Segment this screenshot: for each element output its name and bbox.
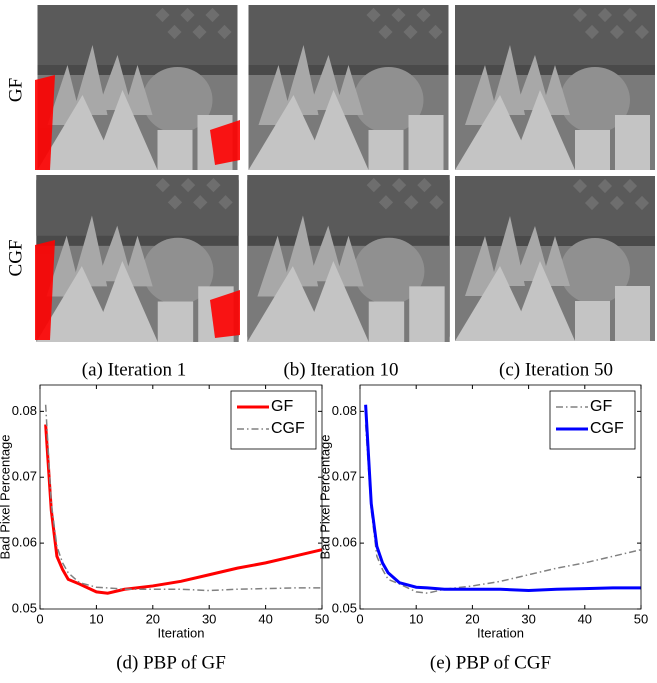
- image-caption: (c) Iteration 50: [499, 359, 613, 380]
- x-tick-label: 40: [258, 611, 272, 626]
- x-tick-label: 30: [202, 611, 216, 626]
- row-label: GF: [5, 78, 26, 102]
- series-line: [364, 404, 641, 593]
- plot-frame: [39, 384, 323, 610]
- series-line: [44, 424, 323, 595]
- image-grid: [35, 5, 655, 342]
- image-caption: (b) Iteration 10: [283, 359, 398, 380]
- row-label: CGF: [5, 240, 26, 277]
- x-axis-label: Iteration: [477, 625, 524, 640]
- x-tick-label: 0: [36, 611, 43, 626]
- x-tick-label: 10: [409, 611, 423, 626]
- y-tick-label: 0.06: [12, 535, 37, 550]
- legend-box: [230, 390, 317, 450]
- x-tick-label: 40: [578, 611, 592, 626]
- x-tick-label: 0: [356, 611, 363, 626]
- chart-caption: (e) PBP of CGF: [430, 652, 551, 673]
- x-tick-label: 50: [634, 611, 648, 626]
- y-axis-label: Bad Pixel Percentage: [317, 434, 332, 559]
- y-tick-label: 0.07: [12, 469, 37, 484]
- x-tick-label: 50: [315, 611, 329, 626]
- y-tick-label: 0.06: [332, 535, 357, 550]
- legend-box: [549, 390, 636, 450]
- y-tick-label: 0.05: [332, 600, 357, 615]
- chart-caption: (d) PBP of GF: [116, 652, 226, 673]
- x-tick-label: 20: [465, 611, 479, 626]
- y-tick-label: 0.08: [12, 403, 37, 418]
- y-tick-label: 0.08: [332, 403, 357, 418]
- x-axis-label: Iteration: [158, 625, 205, 640]
- legend-label: GF: [590, 398, 612, 415]
- legend-label: GF: [271, 398, 293, 415]
- series-line: [364, 424, 642, 594]
- legend-label: CGF: [271, 420, 305, 437]
- image-caption: (a) Iteration 1: [82, 359, 186, 380]
- x-tick-label: 20: [146, 611, 160, 626]
- y-tick-label: 0.07: [332, 469, 357, 484]
- plot-frame: [359, 384, 642, 610]
- legend-label: CGF: [590, 420, 624, 437]
- y-tick-label: 0.05: [12, 600, 37, 615]
- series-line: [44, 404, 322, 592]
- x-tick-label: 10: [89, 611, 103, 626]
- x-tick-label: 30: [521, 611, 535, 626]
- y-axis-label: Bad Pixel Percentage: [0, 434, 12, 559]
